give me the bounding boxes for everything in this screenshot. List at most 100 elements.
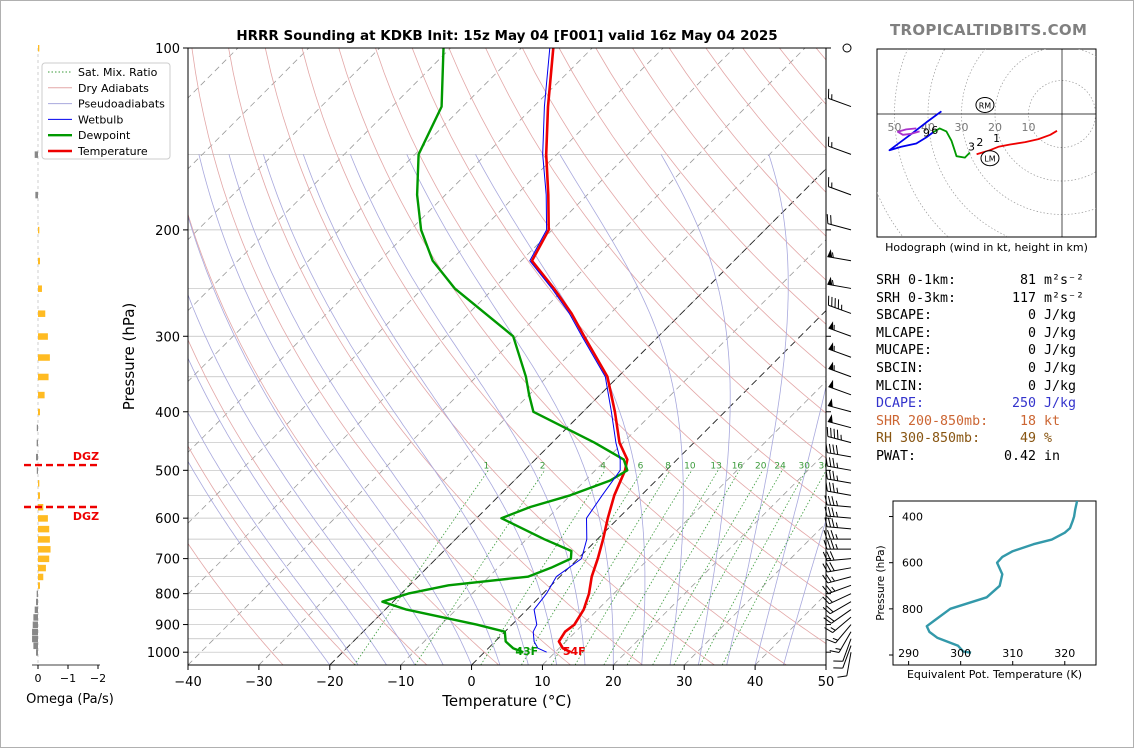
series-dewpoint — [381, 48, 629, 654]
barb-staff — [827, 283, 852, 289]
stat-row: SBCAPE: 0 J/kg — [876, 307, 1106, 325]
barb-half — [835, 511, 839, 518]
theta-x-axis-label: Equivalent Pot. Temperature (K) — [907, 668, 1082, 681]
mixing-ratio-label: 6 — [638, 461, 644, 471]
skewt-series — [381, 48, 629, 654]
hodograph-height-label: 6 — [931, 124, 938, 137]
stat-unit: J/kg — [1044, 396, 1077, 412]
wind-barb — [827, 249, 852, 262]
barb-full — [833, 428, 836, 439]
series-temperature — [530, 48, 629, 654]
barb-half — [840, 434, 842, 441]
barb-flag — [828, 379, 834, 389]
barb-staff — [827, 490, 852, 496]
stat-value: 49% — [1020, 430, 1106, 448]
barb-full — [835, 445, 839, 455]
wind-barb — [823, 530, 851, 540]
barb-full — [822, 596, 830, 605]
barb-staff — [838, 631, 852, 653]
legend-entry: Dry Adiabats — [78, 82, 149, 95]
y-axis-label: Pressure (hPa) — [120, 303, 138, 411]
legend-entry: Dewpoint — [78, 129, 131, 142]
dry-adiabat — [188, 213, 499, 665]
hodograph-ring-label: 20 — [988, 121, 1002, 134]
barb-full — [824, 495, 828, 506]
stat-label: MLCIN: — [876, 378, 925, 394]
barb-full — [822, 551, 828, 561]
omega-bar — [38, 408, 40, 416]
barb-staff — [835, 624, 852, 644]
barb-full — [823, 539, 828, 550]
skewt-background-lines: 1 2 4 6 8 10 13 16 20 24 30 36 — [188, 48, 826, 665]
barb-staff — [827, 465, 852, 471]
omega-bar — [38, 555, 50, 563]
minus20-isotherm — [329, 168, 826, 665]
stat-unit: J/kg — [1044, 343, 1077, 359]
barb-staff — [828, 97, 852, 108]
omega-bar — [34, 151, 38, 158]
dry-adiabat — [188, 338, 428, 665]
barb-full — [825, 456, 828, 467]
isotherm-line — [188, 48, 735, 595]
mixing-ratio-line — [521, 470, 643, 665]
zero-isotherm — [471, 309, 826, 665]
wind-barb — [827, 414, 852, 429]
stat-value: 0 J/kg — [1028, 342, 1106, 360]
mixing-ratio-label: 30 — [799, 461, 811, 471]
x-tick-label: −30 — [245, 675, 272, 690]
stat-number: 0 — [1027, 360, 1036, 376]
barb-half — [836, 475, 839, 481]
stat-value: 0 J/kg — [1028, 307, 1106, 325]
mixing-ratio-label: 16 — [732, 461, 744, 471]
omega-bar — [38, 564, 46, 572]
pseudoadiabat — [188, 214, 444, 665]
mixing-ratio-line — [626, 470, 740, 665]
stat-label: DCAPE: — [876, 396, 925, 412]
dry-adiabat — [338, 48, 826, 645]
x-tick-label: 10 — [534, 675, 551, 690]
wind-barb — [824, 517, 852, 530]
dry-adiabat — [411, 48, 826, 551]
hodograph-0-3km — [976, 130, 1058, 156]
calm-barb — [842, 43, 852, 53]
omega-bar — [36, 424, 38, 432]
wind-barb — [833, 638, 852, 662]
barb-full — [822, 563, 828, 573]
barb-full — [830, 530, 835, 540]
omega-bar — [38, 546, 51, 553]
barb-staff — [827, 526, 852, 530]
hodograph-9-12km — [897, 127, 920, 136]
wind-barb — [824, 506, 852, 519]
wind-barb — [833, 645, 852, 669]
x-tick-label: −10 — [387, 675, 414, 690]
stat-value: 117 m²s⁻² — [1012, 290, 1106, 308]
barb-full — [832, 444, 835, 454]
barb-full — [830, 215, 832, 225]
barb-half — [841, 304, 843, 311]
barb-full — [822, 574, 829, 584]
hodograph-height-label: 2 — [976, 136, 983, 149]
omega-bar — [38, 492, 40, 499]
barb-full — [825, 605, 834, 613]
barb-half — [835, 533, 838, 540]
legend-entry: Temperature — [77, 145, 148, 158]
barb-full — [833, 667, 843, 669]
pseudoadiabat — [726, 154, 789, 665]
stat-number: 0 — [1027, 343, 1036, 359]
barb-full — [825, 595, 833, 603]
barb-half — [835, 647, 841, 650]
stat-row: MUCAPE: 0 J/kg — [876, 342, 1106, 360]
omega-bar — [36, 439, 38, 447]
pseudoadiabat — [263, 154, 529, 665]
barb-half — [831, 576, 835, 582]
brand-watermark: TROPICALTIDBITS.COM — [890, 21, 1088, 39]
x-tick-label: −40 — [174, 675, 201, 690]
isotherm-line — [400, 239, 826, 665]
hodograph-caption: Hodograph (wind in kt, height in km) — [885, 241, 1088, 254]
barb-flag — [827, 414, 833, 423]
hodograph-height-label: 1 — [993, 132, 1000, 145]
omega-axis-label: Omega (Pa/s) — [26, 692, 114, 707]
theta-e-line — [925, 501, 1079, 654]
barb-full — [827, 295, 830, 306]
